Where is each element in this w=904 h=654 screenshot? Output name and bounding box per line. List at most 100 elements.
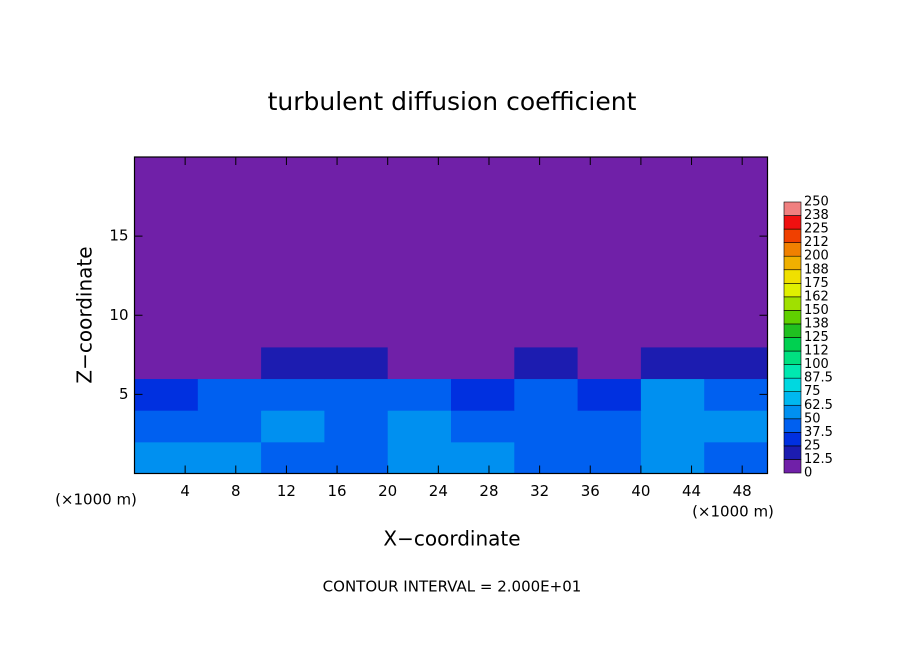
colorbar-box xyxy=(783,269,802,284)
heatmap-cell xyxy=(261,410,325,443)
heatmap-cell xyxy=(704,378,768,411)
colorbar-label: 87.5 xyxy=(804,371,833,386)
heatmap-cell xyxy=(640,378,705,411)
heatmap-cell xyxy=(261,378,325,411)
heatmap-cell xyxy=(387,157,452,348)
heatmap-cell xyxy=(577,346,642,380)
colorbar-label: 112 xyxy=(804,344,829,359)
heatmap-cell xyxy=(261,441,325,474)
colorbar-box xyxy=(783,282,802,298)
colorbar-label: 188 xyxy=(804,262,829,277)
heatmap-cell xyxy=(514,157,579,348)
heatmap-cell xyxy=(387,378,452,411)
colorbar-box xyxy=(783,445,802,460)
heatmap-cell xyxy=(387,441,452,474)
heatmap-cell xyxy=(451,410,515,443)
heatmap-cell xyxy=(134,441,199,474)
heatmap-cell xyxy=(514,441,579,474)
heatmap-cell xyxy=(704,441,768,474)
colorbar-label: 37.5 xyxy=(804,425,833,440)
heatmap-cell xyxy=(577,157,642,348)
x-tick-label: 24 xyxy=(429,482,448,500)
heatmap-cell xyxy=(451,441,515,474)
heatmap-cell xyxy=(134,410,199,443)
heatmap-cell xyxy=(197,378,262,411)
heatmap-cell xyxy=(704,346,768,380)
colorbar-box xyxy=(783,418,802,433)
colorbar-label: 138 xyxy=(804,316,829,331)
heatmap-cell xyxy=(704,410,768,443)
x-tick-label: 36 xyxy=(581,482,600,500)
heatmap-cell xyxy=(197,157,262,348)
colorbar-box xyxy=(783,432,802,447)
heatmap-cell xyxy=(324,157,389,348)
colorbar-label: 125 xyxy=(804,330,829,345)
x-unit-label: (×1000 m) xyxy=(692,503,774,521)
x-tick-label: 32 xyxy=(530,482,549,500)
heatmap-cell xyxy=(451,157,515,348)
colorbar-box xyxy=(783,459,802,474)
colorbar-box xyxy=(783,201,802,216)
heatmap-cell xyxy=(640,157,705,348)
colorbar-label: 200 xyxy=(804,249,829,264)
colorbar-label: 100 xyxy=(804,357,829,372)
contour-note: CONTOUR INTERVAL = 2.000E+01 xyxy=(323,578,582,596)
colorbar-label: 12.5 xyxy=(804,452,833,467)
x-tick-label: 40 xyxy=(631,482,650,500)
heatmap-cell xyxy=(387,410,452,443)
x-tick-label: 4 xyxy=(180,482,190,500)
colorbar-label: 0 xyxy=(804,466,812,481)
heatmap-cell xyxy=(451,378,515,411)
colorbar-box xyxy=(783,215,802,230)
x-tick-label: 48 xyxy=(733,482,752,500)
colorbar-box xyxy=(783,323,802,338)
colorbar-label: 150 xyxy=(804,303,829,318)
y-tick-label: 5 xyxy=(119,385,129,403)
heatmap-cell xyxy=(640,441,705,474)
x-tick-label: 28 xyxy=(479,482,498,500)
heatmap-cell xyxy=(324,410,389,443)
x-tick-label: 16 xyxy=(328,482,347,500)
colorbar-label: 162 xyxy=(804,289,829,304)
colorbar-label: 250 xyxy=(804,195,829,210)
heatmap-cell xyxy=(514,378,579,411)
heatmap-cell xyxy=(134,378,199,411)
colorbar-box xyxy=(783,404,802,420)
colorbar-box xyxy=(783,296,802,311)
heatmap-cell xyxy=(197,410,262,443)
colorbar-label: 225 xyxy=(804,222,829,237)
heatmap-cell xyxy=(134,346,199,380)
heatmap-cell xyxy=(640,346,705,380)
heatmap-cell xyxy=(324,346,389,380)
y-tick-label: 10 xyxy=(109,306,128,324)
colorbar-label: 238 xyxy=(804,208,829,223)
colorbar-label: 212 xyxy=(804,235,829,250)
heatmap-cell xyxy=(577,441,642,474)
y-axis-label: Z−coordinate xyxy=(73,246,97,383)
colorbar-label: 25 xyxy=(804,438,821,453)
colorbar-label: 62.5 xyxy=(804,398,833,413)
x-tick-label: 20 xyxy=(378,482,397,500)
heatmap-cell xyxy=(197,346,262,380)
colorbar-box xyxy=(783,350,802,365)
heatmap-cell xyxy=(197,441,262,474)
heatmap-cell xyxy=(324,441,389,474)
heatmap-cell xyxy=(451,346,515,380)
heatmap-cell xyxy=(577,378,642,411)
heatmap-cell xyxy=(514,346,579,380)
colorbar-box xyxy=(783,391,802,406)
colorbar-label: 50 xyxy=(804,411,821,426)
heatmap-cell xyxy=(261,157,325,348)
heatmap-cell xyxy=(514,410,579,443)
colorbar-label: 75 xyxy=(804,384,821,399)
heatmap-cell xyxy=(324,378,389,411)
heatmap-cell xyxy=(577,410,642,443)
colorbar-box xyxy=(783,255,802,271)
colorbar-box xyxy=(783,310,802,325)
x-tick-label: 12 xyxy=(277,482,296,500)
heatmap-cell xyxy=(134,157,199,348)
colorbar-box xyxy=(783,228,802,243)
colorbar-box xyxy=(783,377,802,392)
chart-title: turbulent diffusion coefficient xyxy=(268,87,637,116)
